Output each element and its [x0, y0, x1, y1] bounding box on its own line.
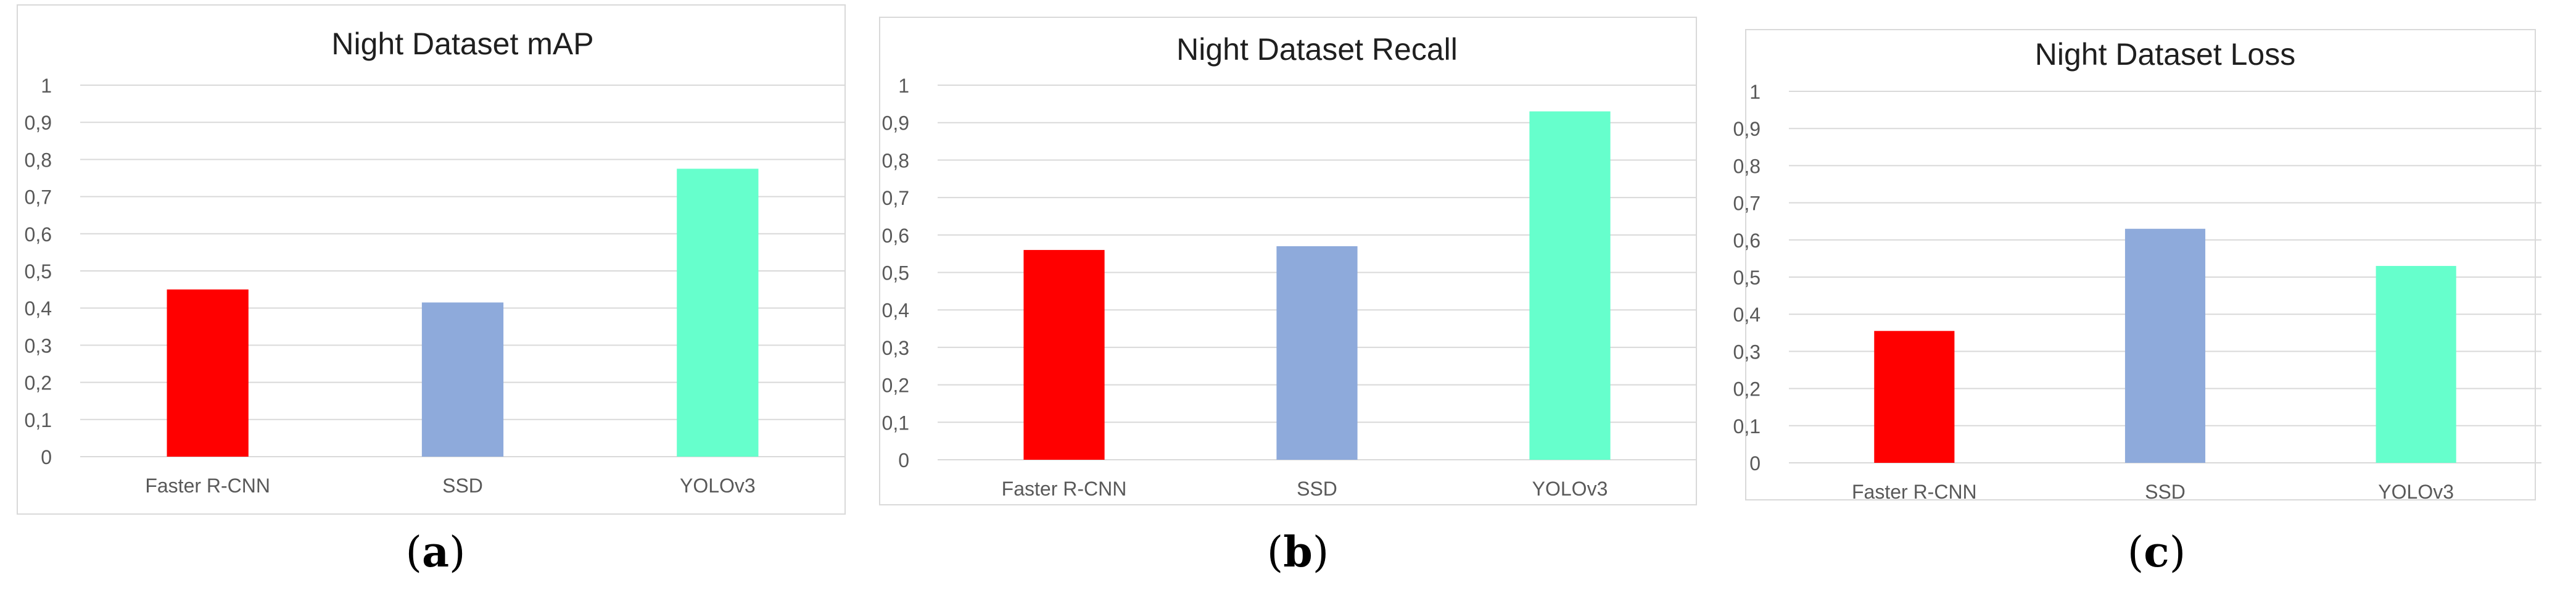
- x-category-label: SSD: [1297, 478, 1337, 500]
- bar-ssd: [421, 302, 504, 457]
- y-tick-label: 0,3: [882, 337, 909, 359]
- subfigure-label-b: (b): [1205, 528, 1390, 577]
- chart-frame: [879, 17, 1697, 505]
- x-category-label: Faster R-CNN: [145, 475, 270, 497]
- bar-ssd: [1276, 246, 1358, 460]
- y-tick-label: 0,7: [25, 186, 52, 209]
- chart-svg-c: Night Dataset Loss 0 0,1 0,2 0,3 0,4 0,5 0,6 0,7…: [1733, 29, 2541, 503]
- x-category-label: SSD: [442, 475, 483, 497]
- chart-svg-b: Night Dataset Recall 0 0,1 0,2 0,3 0,4 0,5 0,6 0…: [879, 17, 1697, 505]
- y-tick-label: 0,2: [25, 372, 52, 394]
- x-category-label: YOLOv3: [1532, 478, 1608, 500]
- bar-yolov3: [2376, 265, 2456, 463]
- y-tick-label: 0,9: [25, 112, 52, 134]
- y-tick-label: 0,9: [1733, 118, 1761, 140]
- chart-panel-a: Night Dataset mAP 0 0,1 0,2 0,3 0,4 0,5 0,6 0,7 0…: [0, 0, 864, 525]
- bar-yolov3: [677, 168, 759, 457]
- y-tick-label: 0,4: [25, 297, 52, 320]
- label-close-paren-c: ): [2169, 528, 2186, 577]
- x-category-label: YOLOv3: [2378, 481, 2454, 503]
- y-tick-label: 0,3: [25, 334, 52, 357]
- chart-frame: [1745, 29, 2536, 500]
- y-tick-label: 0,6: [1733, 230, 1761, 252]
- chart-title: Night Dataset Recall: [1176, 32, 1458, 67]
- y-tick-label: 0,5: [1733, 267, 1761, 289]
- y-tick-label: 0,5: [882, 262, 909, 284]
- label-letter-b: b: [1283, 528, 1313, 577]
- y-tick-label: 0,2: [882, 375, 909, 397]
- y-tick-label: 0,6: [25, 223, 52, 246]
- y-tick-label: 0: [898, 449, 909, 471]
- bar-yolov3: [1529, 111, 1611, 460]
- x-category-label: YOLOv3: [680, 475, 756, 497]
- y-tick-label: 0: [41, 446, 52, 468]
- x-category-label: Faster R-CNN: [1002, 478, 1127, 500]
- y-tick-label: 0,4: [1733, 304, 1761, 326]
- x-category-label: SSD: [2145, 481, 2186, 503]
- subfigure-label-c: (c): [2064, 528, 2249, 577]
- bar-ssd: [2124, 228, 2206, 463]
- label-open-paren-c: (: [2127, 528, 2144, 577]
- y-tick-label: 0,5: [25, 260, 52, 283]
- y-tick-label: 0,6: [882, 225, 909, 247]
- label-open-paren-a: (: [405, 528, 422, 577]
- label-close-paren-a: ): [449, 528, 466, 577]
- y-tick-label: 0,7: [882, 187, 909, 209]
- y-tick-label: 1: [898, 75, 909, 97]
- chart-panel-b: Night Dataset Recall 0 0,1 0,2 0,3 0,4 0,5 0,6 0…: [864, 0, 1727, 525]
- label-letter-c: c: [2144, 528, 2169, 577]
- chart-panel-c: Night Dataset Loss 0 0,1 0,2 0,3 0,4 0,5 0,6 0,7…: [1727, 0, 2576, 525]
- y-tick-label: 0,3: [1733, 341, 1761, 363]
- chart-svg-a: Night Dataset mAP 0 0,1 0,2 0,3 0,4 0,5 0,6 0,7 0…: [17, 4, 846, 515]
- label-letter-a: a: [421, 528, 450, 577]
- y-tick-label: 1: [1749, 81, 1761, 103]
- y-tick-label: 0,2: [1733, 378, 1761, 401]
- chart-title: Night Dataset mAP: [331, 27, 593, 61]
- x-category-label: Faster R-CNN: [1852, 481, 1977, 503]
- y-tick-label: 0,7: [1733, 193, 1761, 215]
- y-tick-label: 0,1: [882, 412, 909, 434]
- bar-faster-r-cnn: [1874, 331, 1955, 463]
- y-tick-label: 0,8: [25, 149, 52, 171]
- y-tick-label: 0: [1749, 452, 1761, 475]
- bar-faster-r-cnn: [167, 289, 249, 457]
- label-open-paren-b: (: [1266, 528, 1284, 577]
- bar-faster-r-cnn: [1023, 250, 1105, 460]
- chart-frame: [17, 4, 846, 515]
- subfigure-label-a: (a): [343, 528, 528, 577]
- label-close-paren-b: ): [1312, 528, 1329, 577]
- y-tick-label: 1: [41, 75, 52, 97]
- y-tick-label: 0,4: [882, 299, 909, 322]
- y-tick-label: 0,8: [1733, 155, 1761, 177]
- y-tick-label: 0,1: [1733, 415, 1761, 438]
- y-tick-label: 0,9: [882, 112, 909, 135]
- chart-title: Night Dataset Loss: [2035, 37, 2295, 72]
- y-tick-label: 0,8: [882, 149, 909, 172]
- y-tick-label: 0,1: [25, 409, 52, 431]
